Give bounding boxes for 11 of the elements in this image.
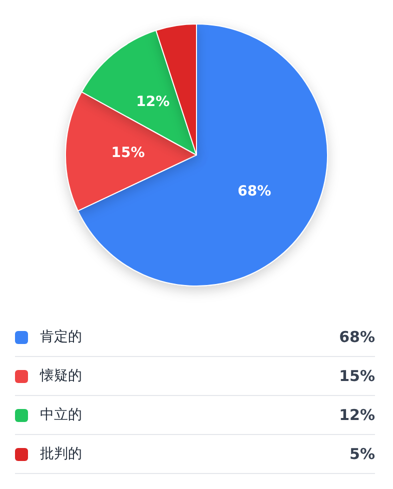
data-label: 68%	[238, 184, 272, 200]
data-label: 5%	[350, 445, 375, 463]
text: 68%	[339, 328, 375, 346]
text: 15%	[339, 367, 375, 385]
legend-label: 中立的	[40, 406, 83, 424]
legend-label: 肯定的	[40, 328, 83, 346]
text: 12%	[339, 406, 375, 424]
data-label: 12%	[136, 94, 170, 110]
legend-label: 懐疑的	[40, 367, 83, 385]
data-label: 15%	[111, 144, 145, 161]
legend-label: 批判的	[40, 445, 83, 463]
